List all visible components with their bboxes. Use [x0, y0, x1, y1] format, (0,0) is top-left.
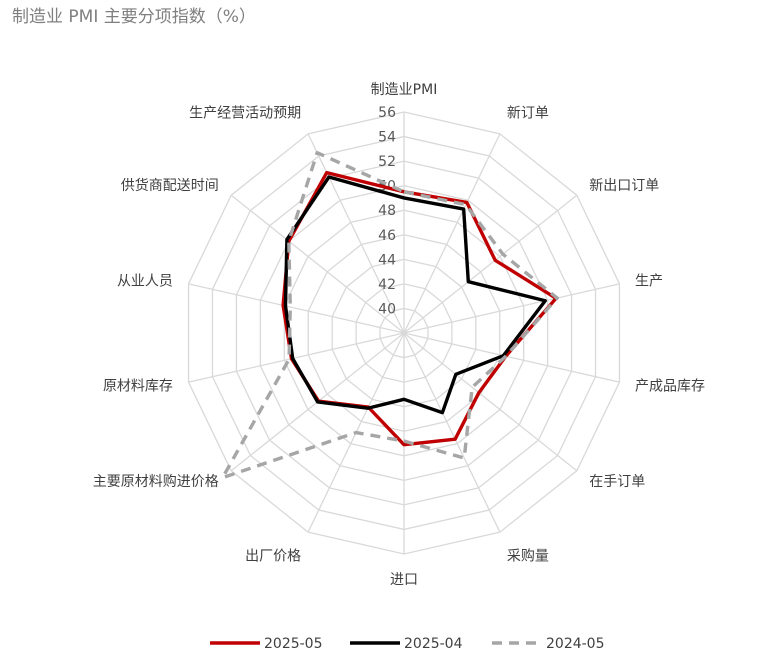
category-label: 出厂价格 [245, 549, 301, 565]
grid-spoke [307, 133, 405, 334]
category-label: 生产 [635, 273, 663, 289]
legend-label: 2024-05 [546, 636, 605, 652]
category-label: 新出口订单 [589, 178, 659, 194]
grid-spoke [403, 283, 620, 334]
chart-title: 制造业 PMI 主要分项指数（%） [12, 7, 256, 27]
r-tick-label: 42 [378, 277, 396, 293]
r-tick-label: 44 [378, 252, 396, 268]
r-tick-label: 52 [378, 154, 396, 170]
grid-spoke [403, 332, 620, 383]
category-label: 采购量 [507, 549, 549, 565]
legend-label: 2025-04 [404, 636, 463, 652]
category-label: 新订单 [507, 105, 549, 121]
category-label: 产成品库存 [635, 379, 705, 395]
grid-spoke [188, 283, 405, 334]
category-label: 在手订单 [589, 474, 645, 490]
category-label: 供货商配送时间 [121, 177, 219, 194]
category-label: 主要原材料购进价格 [93, 474, 219, 490]
r-tick-label: 40 [378, 301, 396, 317]
grid-spoke [403, 194, 578, 334]
category-label: 进口 [390, 572, 418, 588]
category-label: 制造业PMI [371, 82, 438, 98]
grid-spoke [403, 133, 501, 334]
category-label: 生产经营活动预期 [189, 105, 301, 121]
r-tick-label: 56 [378, 105, 396, 121]
category-label: 原材料库存 [103, 379, 173, 395]
r-tick-label: 48 [378, 203, 396, 219]
r-tick-label: 46 [378, 228, 396, 244]
series-line-2024-05 [220, 150, 559, 480]
grid-spoke [403, 332, 578, 472]
series-line-2025-04 [283, 175, 547, 415]
category-label: 从业人员 [117, 273, 173, 289]
grid-spoke [188, 332, 405, 383]
legend-label: 2025-05 [264, 636, 323, 652]
grid-spoke [230, 194, 405, 334]
grid-spoke [403, 332, 501, 533]
r-tick-label: 54 [378, 130, 396, 146]
